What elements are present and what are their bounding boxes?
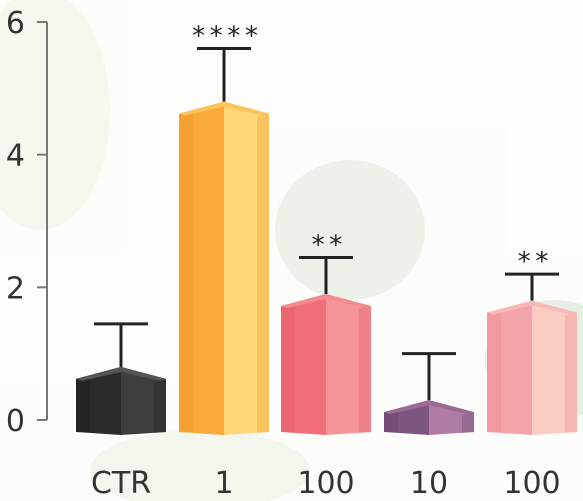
bar-top: [487, 300, 577, 315]
y-tick-label: 0: [6, 404, 25, 439]
bar-right-edge: [359, 305, 371, 433]
bar-right-edge: [257, 113, 269, 433]
x-category-label: 10: [410, 466, 448, 501]
significance-label: **: [310, 230, 345, 260]
bar-right-face: [429, 400, 474, 435]
x-category-label: CTR: [91, 466, 151, 501]
bar-group: [487, 300, 577, 435]
bar-left-edge: [281, 302, 295, 432]
bar-top: [281, 293, 371, 308]
bar-right-face: [121, 366, 166, 435]
bar-left-edge: [384, 409, 398, 432]
bar-right-face: [326, 293, 371, 435]
y-tick-label: 4: [6, 139, 25, 174]
bar-top: [76, 366, 166, 381]
bar-right-face: [224, 101, 269, 435]
x-category-label: 100: [503, 466, 560, 501]
bar-group: [179, 101, 269, 435]
bar-group: [281, 293, 371, 435]
significance-label: **: [516, 247, 551, 277]
bar-group: [384, 400, 474, 435]
y-tick-label: 6: [6, 6, 25, 41]
y-tick-label: 2: [6, 271, 25, 306]
bar-left-edge: [487, 309, 501, 432]
significance-label: ****: [191, 22, 262, 52]
bar-group: [76, 366, 166, 435]
bar-right-face: [532, 300, 577, 435]
x-category-label: 100: [297, 466, 354, 501]
bar-top: [179, 101, 269, 116]
x-category-label: 1: [214, 466, 233, 501]
bar-right-edge: [462, 412, 474, 433]
bar-left-edge: [76, 375, 90, 432]
bar-top: [384, 400, 474, 415]
bar-left-edge: [179, 110, 193, 432]
bar-right-edge: [154, 378, 166, 433]
bar-right-edge: [565, 312, 577, 433]
